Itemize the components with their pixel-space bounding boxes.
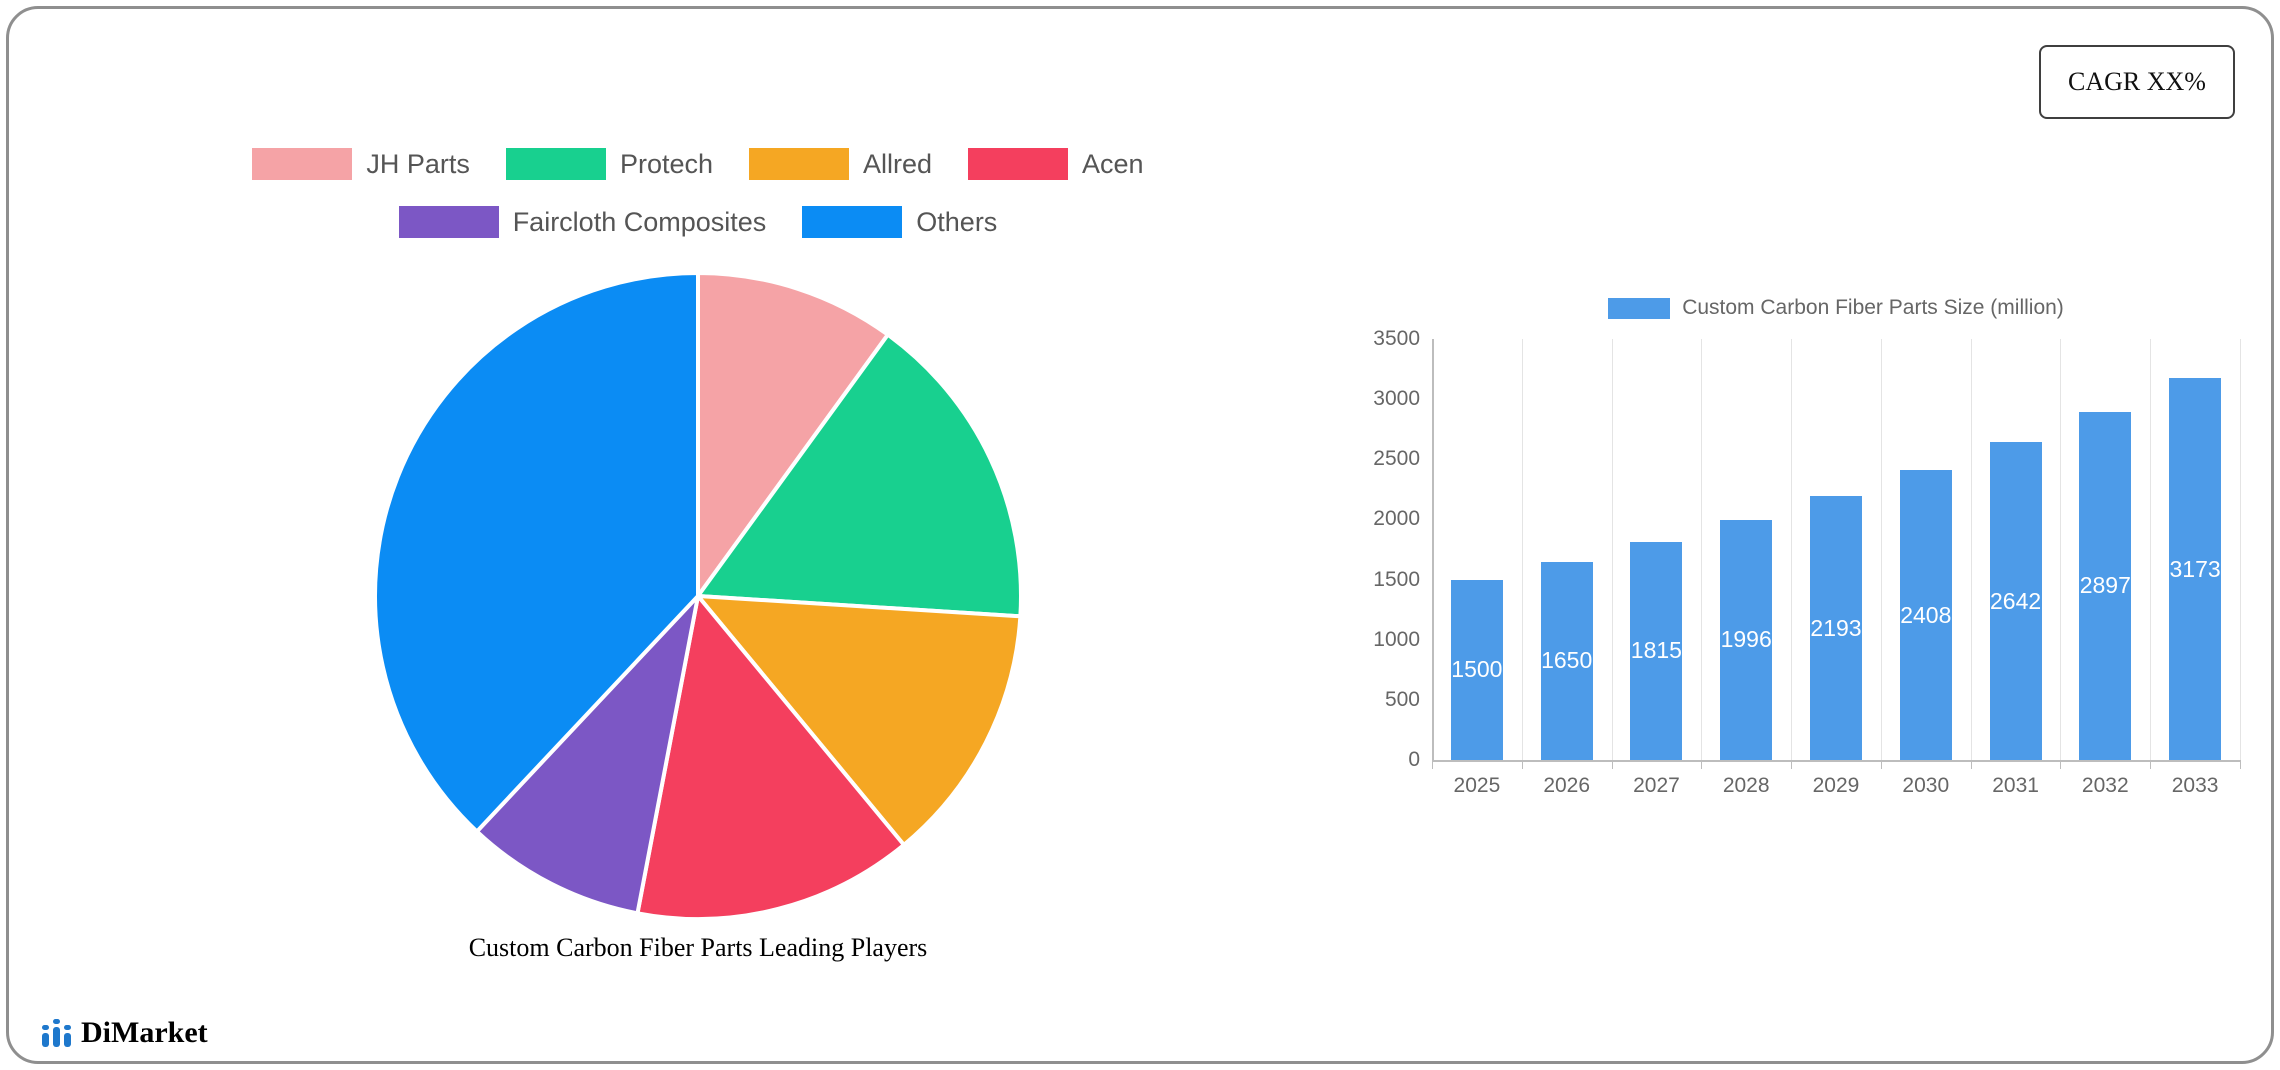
bar-value-label: 1996	[1720, 626, 1772, 653]
bar-value-label: 2642	[1990, 587, 2042, 614]
pie-legend-item-jh-parts: JH Parts	[252, 148, 470, 180]
legend-swatch	[802, 206, 903, 238]
legend-label: JH Parts	[366, 148, 470, 179]
bar-2027: 1815	[1630, 541, 1683, 760]
axis-tick	[1701, 760, 1703, 769]
bar-2029: 2193	[1810, 496, 1862, 760]
pie-slice-others	[373, 271, 700, 834]
pie-slice-acen	[635, 594, 906, 921]
pie-legend-item-allred: Allred	[749, 148, 932, 180]
axis-tick	[1970, 760, 1972, 769]
cagr-badge: CAGR XX%	[2039, 45, 2235, 119]
legend-label: Others	[916, 206, 998, 237]
x-axis-label: 2030	[1902, 774, 1950, 797]
bar-2030: 2408	[1899, 470, 1952, 760]
axis-tick	[1521, 760, 1523, 769]
y-axis-label: 1000	[1373, 627, 1420, 651]
x-axis-label: 2029	[1812, 774, 1860, 797]
bar-2025: 1500	[1450, 579, 1503, 760]
axis-tick	[2240, 760, 2241, 769]
legend-swatch	[398, 206, 499, 238]
gridline	[2060, 339, 2062, 760]
pie-slice-faircloth-composites	[474, 594, 700, 916]
gridline	[1791, 339, 1793, 760]
x-axis-label: 2025	[1453, 774, 1501, 797]
axis-tick	[2150, 760, 2152, 769]
bar-2026: 1650	[1540, 561, 1593, 760]
bar-value-label: 2897	[2079, 572, 2131, 599]
pie-legend-item-others: Others	[802, 206, 997, 238]
pie-chart	[373, 271, 1023, 921]
axis-tick	[1432, 760, 1433, 769]
bar-value-label: 2408	[1900, 601, 1952, 628]
pie-legend-item-acen: Acen	[968, 148, 1144, 180]
gridline	[1701, 339, 1703, 760]
x-axis-label: 2033	[2171, 774, 2219, 797]
legend-label: Allred	[863, 148, 933, 179]
gridline	[1611, 339, 1613, 760]
y-axis-label: 3000	[1373, 387, 1420, 411]
cagr-label: CAGR XX%	[2068, 67, 2206, 96]
pie-legend-row: Faircloth Composites Others	[398, 206, 997, 238]
x-axis-label: 2026	[1543, 774, 1591, 797]
pie-legend-row: JH Parts Protech Allred Acen	[252, 148, 1144, 180]
axis-tick	[1880, 760, 1882, 769]
bar-chart-plot: 0 500 1000 1500 2000 2500 3000 3500 1500 2025 1650…	[1373, 327, 2241, 797]
y-axis-label: 2500	[1373, 447, 1420, 471]
pie-legend-item-protech: Protech	[505, 148, 713, 180]
bar-2031: 2642	[1989, 442, 2042, 760]
bar-legend-label: Custom Carbon Fiber Parts Size (million)	[1682, 296, 2064, 319]
y-axis-label: 1500	[1373, 567, 1420, 591]
bar-2033: 3173	[2169, 378, 2222, 760]
bar-value-label: 1650	[1541, 647, 1593, 674]
axis-tick	[2060, 760, 2062, 769]
axis-tick	[1791, 760, 1793, 769]
bar-value-label: 2193	[1810, 614, 1862, 641]
pie-slice-allred	[696, 594, 1023, 847]
bar-2028: 1996	[1720, 519, 1773, 760]
legend-label: Faircloth Composites	[512, 206, 767, 237]
legend-swatch	[252, 148, 353, 180]
pie-legend: JH Parts Protech Allred Acen Faircloth Compo…	[0, 148, 1396, 238]
gridline	[1970, 339, 1972, 760]
gridline	[1521, 339, 1523, 760]
bar-value-label: 1500	[1451, 656, 1503, 683]
legend-swatch	[505, 148, 606, 180]
legend-swatch	[968, 148, 1069, 180]
gridline	[1880, 339, 1882, 760]
x-axis-line	[1432, 760, 2240, 762]
pie-slice-protech	[696, 332, 1023, 619]
gridline	[2240, 339, 2241, 760]
x-axis-label: 2032	[2081, 774, 2129, 797]
bar-legend-swatch	[1608, 297, 1671, 319]
brand-logo-text: DiMarket	[81, 1016, 208, 1049]
x-axis-label: 2028	[1722, 774, 1770, 797]
axis-tick	[1611, 760, 1613, 769]
brand-logo: DiMarket	[42, 1015, 208, 1050]
y-axis-label: 500	[1384, 687, 1420, 711]
legend-label: Protech	[619, 148, 713, 179]
legend-swatch	[749, 148, 849, 180]
y-axis-label: 3500	[1373, 327, 1420, 350]
pie-slice-jh-parts	[696, 271, 890, 598]
pie-chart-title: Custom Carbon Fiber Parts Leading Player…	[468, 933, 928, 962]
y-axis-label: 0	[1408, 748, 1420, 771]
dimarket-bars-icon	[42, 1015, 71, 1050]
x-axis-label: 2031	[1992, 774, 2039, 797]
legend-label: Acen	[1082, 148, 1144, 179]
x-axis-label: 2027	[1633, 774, 1680, 797]
y-axis-line	[1432, 339, 1434, 760]
pie-legend-item-faircloth-composites: Faircloth Composites	[398, 206, 767, 238]
gridline	[2150, 339, 2152, 760]
y-axis-label: 2000	[1373, 507, 1420, 531]
bar-legend: Custom Carbon Fiber Parts Size (million)	[1432, 294, 2240, 322]
bar-value-label: 1815	[1630, 637, 1682, 664]
bar-value-label: 3173	[2169, 555, 2221, 582]
bar-2032: 2897	[2079, 411, 2132, 760]
